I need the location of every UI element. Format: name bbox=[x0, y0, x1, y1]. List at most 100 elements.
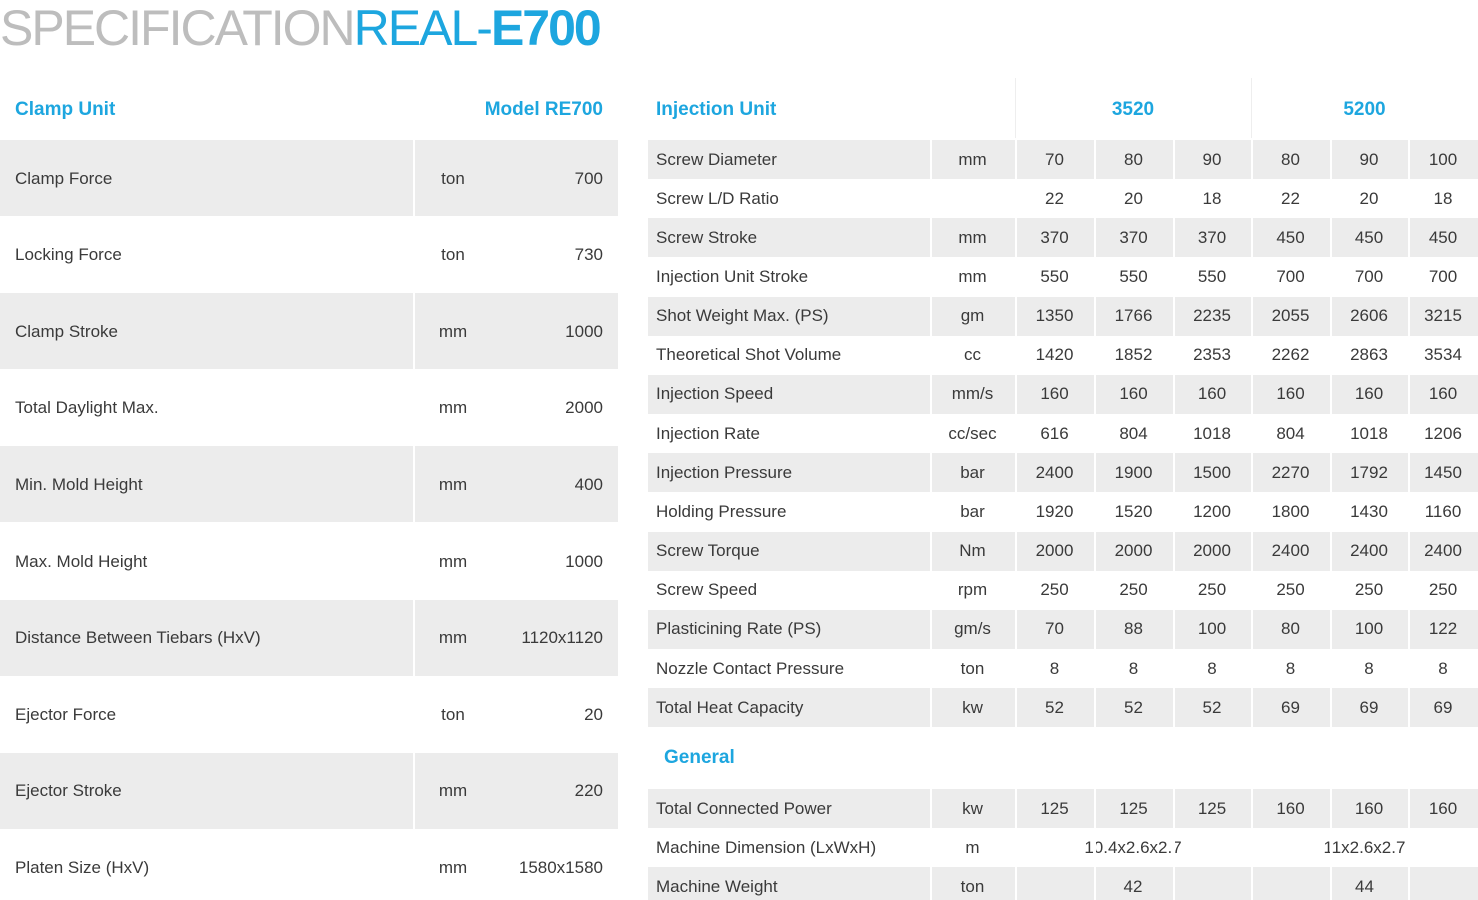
row-bg bbox=[0, 752, 618, 829]
row-label: Machine Dimension (LxWxH) bbox=[656, 837, 877, 857]
row-unit: gm/s bbox=[954, 619, 991, 639]
row-label: Total Connected Power bbox=[656, 798, 832, 818]
row-value: 2353 bbox=[1193, 345, 1231, 365]
row-value: 52 bbox=[1045, 697, 1064, 717]
row-label: Min. Mold Height bbox=[15, 474, 143, 494]
row-unit: rpm bbox=[957, 580, 988, 600]
row-value: 100 bbox=[1428, 149, 1458, 169]
row-value: 44 bbox=[1355, 876, 1374, 896]
row-value: 160 bbox=[1197, 384, 1227, 404]
row-label: Ejector Stroke bbox=[15, 781, 122, 801]
row-value: 125 bbox=[1040, 798, 1069, 818]
row-unit: kw bbox=[962, 697, 983, 717]
row-label: Shot Weight Max. (PS) bbox=[656, 306, 829, 326]
row-label: Platen Size (HxV) bbox=[15, 857, 150, 877]
row-value: 100 bbox=[1354, 619, 1384, 639]
row-value: 550 bbox=[1040, 267, 1069, 287]
row-bg bbox=[0, 293, 618, 370]
row-value: 1792 bbox=[1350, 462, 1388, 482]
row-value: 1520 bbox=[1114, 501, 1153, 521]
row-value: 1430 bbox=[1350, 501, 1388, 521]
row-value: 2270 bbox=[1271, 462, 1310, 482]
row-label: Total Heat Capacity bbox=[656, 697, 804, 717]
row-value: 8 bbox=[1207, 658, 1217, 678]
row-bg bbox=[648, 789, 1478, 829]
row-value: 69 bbox=[1359, 697, 1379, 717]
row-value: 1160 bbox=[1424, 501, 1462, 521]
row-value: 70 bbox=[1045, 149, 1064, 169]
row-label: Ejector Force bbox=[15, 704, 117, 724]
row-value: 125 bbox=[1119, 798, 1148, 818]
row-value: 2000 bbox=[565, 398, 603, 418]
row-bg bbox=[648, 296, 1478, 336]
column-separator bbox=[1094, 140, 1096, 728]
row-value: 160 bbox=[1428, 798, 1458, 818]
row-value: 1000 bbox=[565, 321, 603, 341]
row-bg bbox=[648, 867, 1478, 900]
row-value: 80 bbox=[1281, 149, 1300, 169]
row-unit: mm/s bbox=[951, 384, 994, 404]
row-unit: mm bbox=[958, 149, 987, 169]
row-unit: bar bbox=[960, 501, 985, 521]
row-unit: ton bbox=[960, 876, 985, 896]
row-value: 250 bbox=[1428, 580, 1458, 600]
row-value: 450 bbox=[1428, 227, 1458, 247]
row-label: Total Daylight Max. bbox=[15, 398, 159, 418]
row-unit: ton bbox=[441, 168, 465, 188]
row-label: Injection Pressure bbox=[656, 462, 793, 482]
row-unit: mm bbox=[438, 321, 468, 341]
row-value: 20 bbox=[1359, 188, 1379, 208]
row-value: 250 bbox=[1276, 580, 1305, 600]
row-value: 700 bbox=[574, 168, 603, 188]
row-unit: mm bbox=[438, 857, 468, 877]
row-value: 3534 bbox=[1424, 345, 1462, 365]
row-unit: kw bbox=[962, 798, 983, 818]
row-value: 450 bbox=[1354, 227, 1384, 247]
row-value: 20 bbox=[1124, 188, 1143, 208]
row-label: Theoretical Shot Volume bbox=[656, 345, 842, 365]
row-value: 1200 bbox=[1193, 501, 1231, 521]
row-label: Screw Speed bbox=[656, 580, 758, 600]
column-separator bbox=[1408, 789, 1410, 900]
row-value: 22 bbox=[1045, 188, 1064, 208]
row-value: 250 bbox=[1354, 580, 1384, 600]
row-value: 90 bbox=[1202, 149, 1222, 169]
row-value: 1420 bbox=[1035, 345, 1074, 365]
row-bg bbox=[0, 140, 618, 216]
row-value: 804 bbox=[1276, 423, 1305, 443]
column-separator bbox=[1251, 78, 1252, 138]
column-separator bbox=[1330, 789, 1332, 900]
row-value: 80 bbox=[1124, 149, 1143, 169]
row-value: 100 bbox=[1197, 619, 1227, 639]
column-separator bbox=[930, 140, 932, 728]
row-value: 804 bbox=[1119, 423, 1148, 443]
row-label: Clamp Force bbox=[15, 168, 113, 188]
row-value: 88 bbox=[1124, 619, 1143, 639]
row-label: Nozzle Contact Pressure bbox=[656, 658, 845, 678]
column-separator bbox=[1251, 789, 1253, 900]
row-value: 730 bbox=[574, 245, 603, 265]
row-value: 18 bbox=[1202, 188, 1222, 208]
row-unit: cc bbox=[964, 345, 981, 365]
row-label: Holding Pressure bbox=[656, 501, 787, 521]
row-value: 160 bbox=[1354, 798, 1384, 818]
row-value: 2262 bbox=[1271, 345, 1310, 365]
row-value: 160 bbox=[1428, 384, 1458, 404]
row-value: 220 bbox=[574, 781, 603, 801]
row-label: Injection Rate bbox=[656, 423, 760, 443]
row-value: 80 bbox=[1281, 619, 1300, 639]
row-value: 1900 bbox=[1114, 462, 1153, 482]
row-value: 370 bbox=[1197, 227, 1227, 247]
row-bg bbox=[648, 609, 1478, 649]
row-value: 8 bbox=[1049, 658, 1060, 678]
row-value: 550 bbox=[1119, 267, 1148, 287]
row-value: 1000 bbox=[565, 551, 603, 571]
row-value: 125 bbox=[1197, 798, 1227, 818]
row-unit: mm bbox=[438, 474, 468, 494]
row-unit: mm bbox=[438, 551, 468, 571]
row-unit: mm bbox=[958, 267, 987, 287]
column-separator bbox=[1330, 140, 1332, 728]
row-value: 2000 bbox=[1114, 541, 1153, 561]
row-value: 400 bbox=[574, 474, 603, 494]
row-value: 69 bbox=[1433, 697, 1453, 717]
